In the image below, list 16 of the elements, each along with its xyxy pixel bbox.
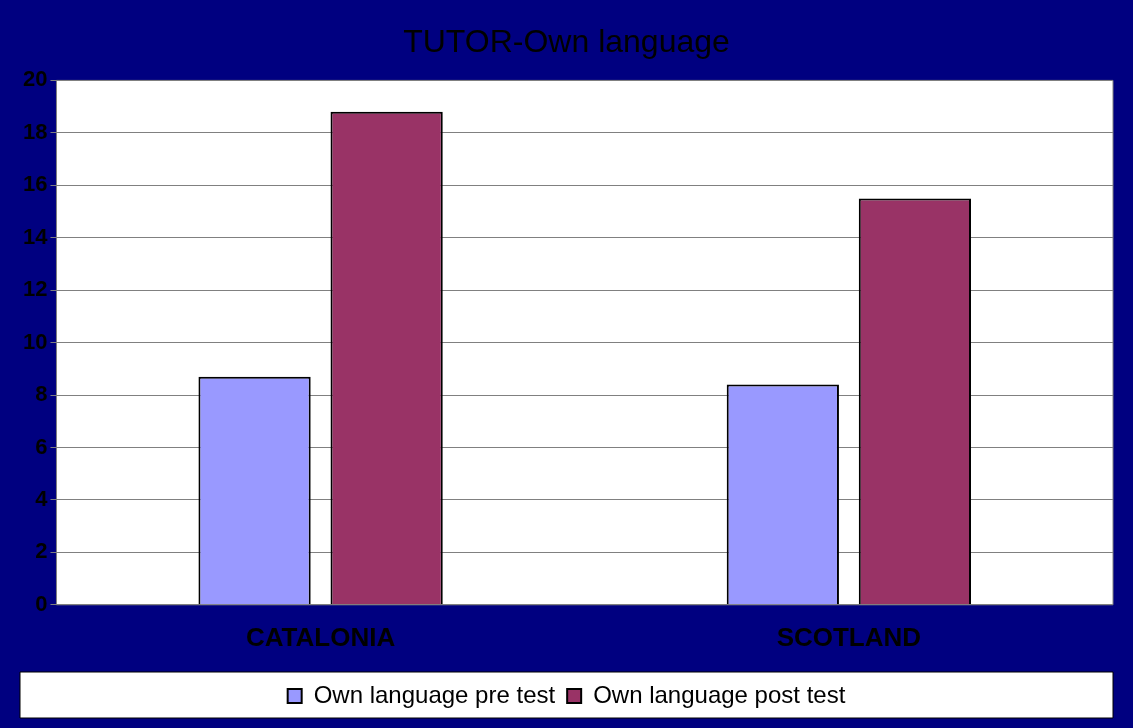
y-tick-label: 4 [35,485,49,511]
legend-label: Own language post test [593,680,846,708]
y-tick-label: 16 [22,171,48,197]
y-tick-label: 0 [35,590,48,616]
y-tick-label: 14 [22,223,49,249]
y-tick-label: 10 [22,328,48,354]
y-tick-label: 18 [22,118,48,144]
x-tick-label: SCOTLAND [776,621,922,652]
y-tick-label: 8 [35,381,48,407]
legend-label: Own language pre test [313,680,556,708]
y-tick-label: 6 [35,433,48,459]
y-tick-label: 2 [35,538,48,564]
y-tick-label: 12 [22,276,48,302]
y-tick-label: 20 [22,66,48,92]
chart-title: TUTOR-Own language [403,23,730,60]
x-tick-label: CATALONIA [245,621,396,652]
